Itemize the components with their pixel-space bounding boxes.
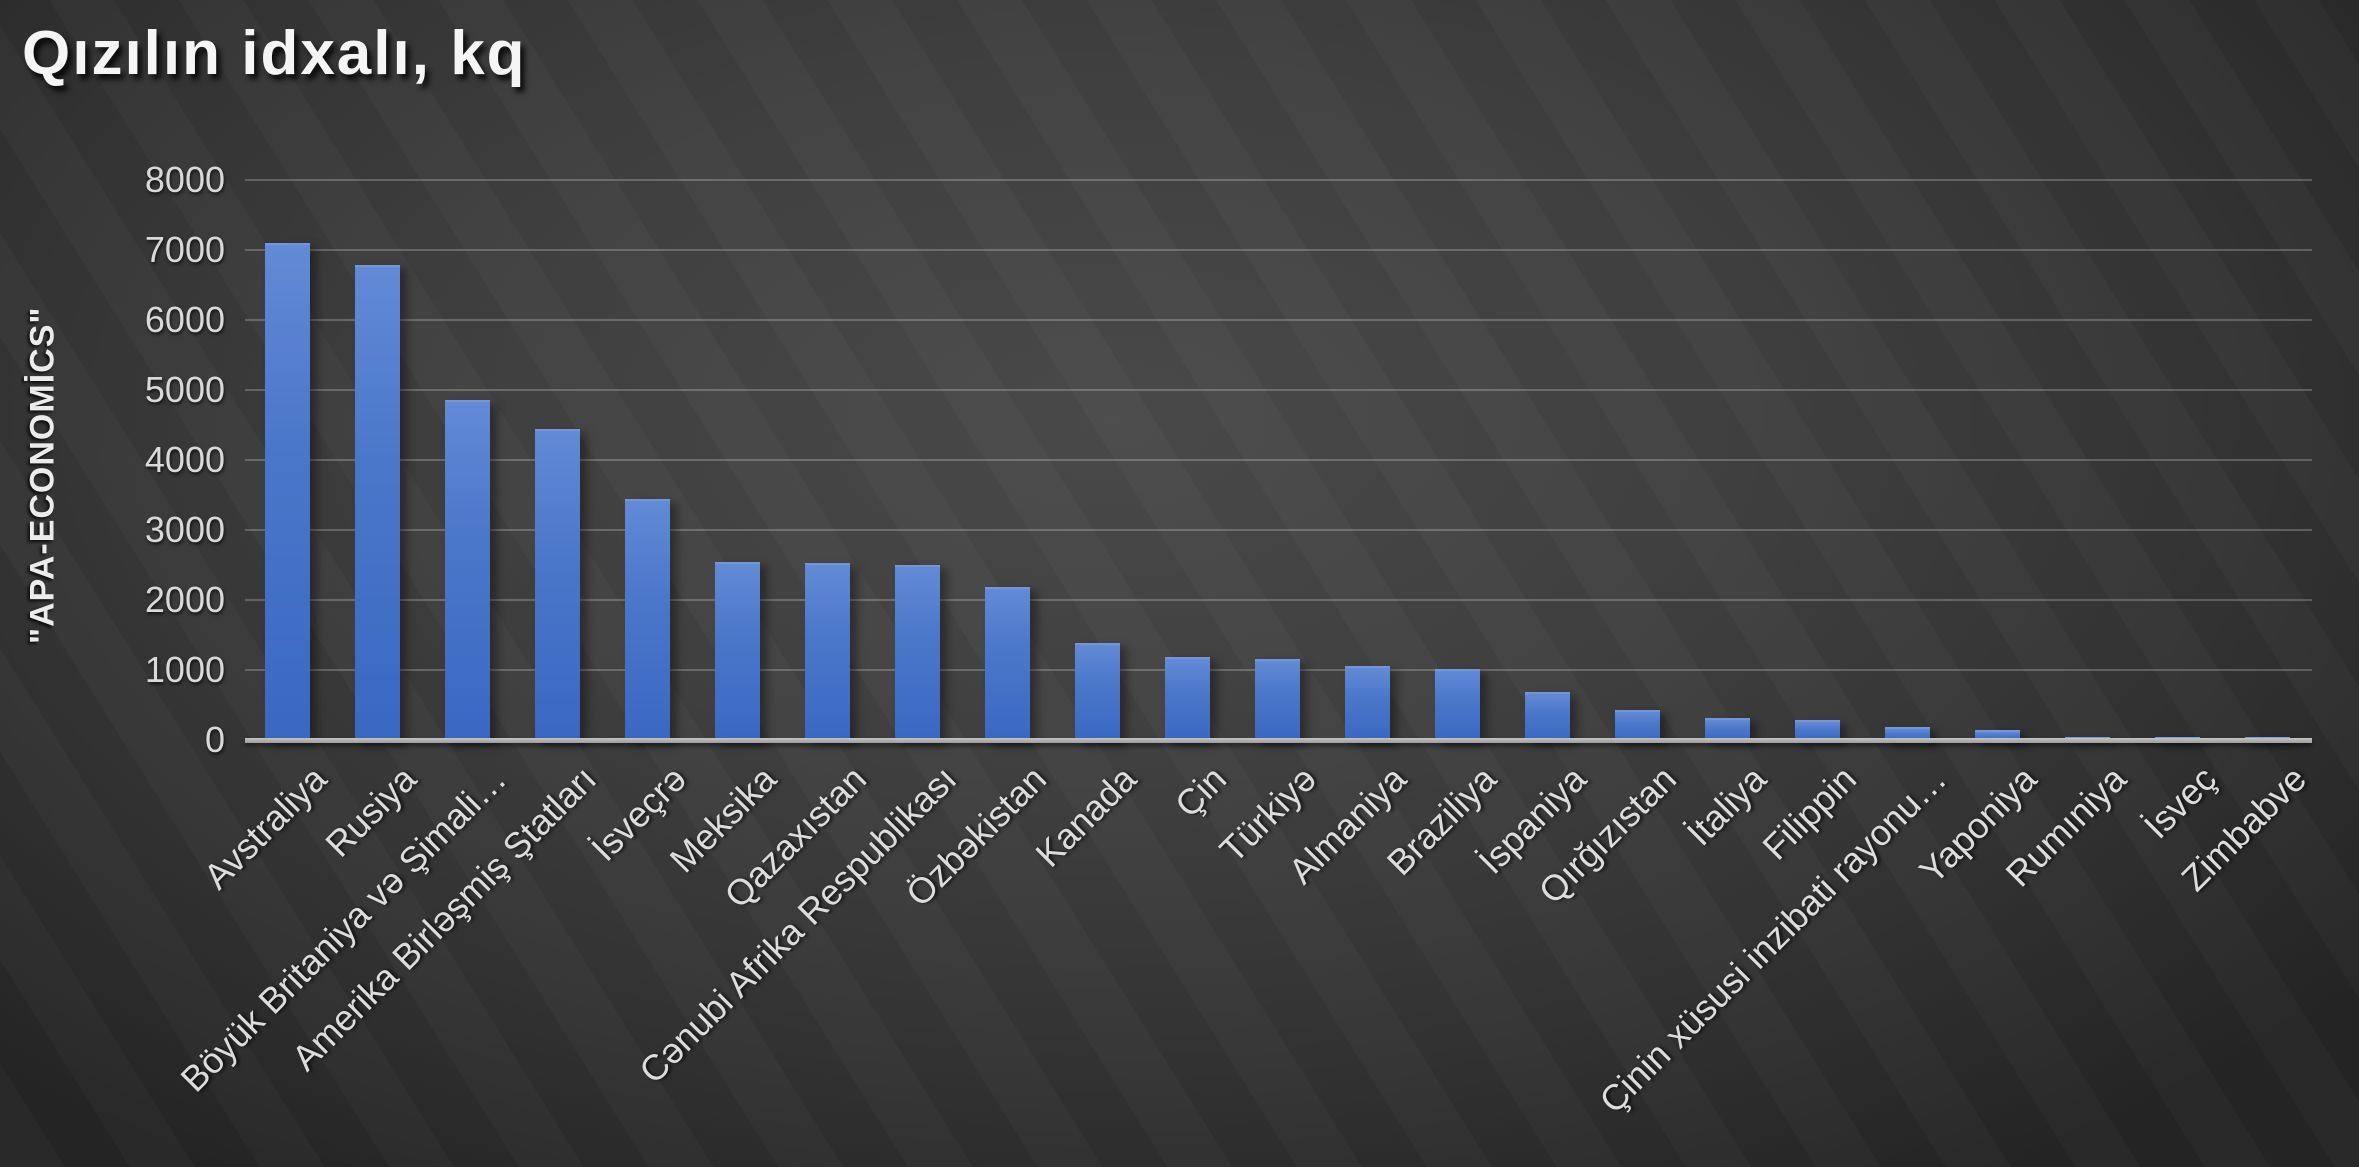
y-tick-label: 7000: [144, 229, 225, 270]
bar: [895, 565, 940, 742]
y-tick-label: 1000: [144, 649, 225, 690]
bar: [1435, 668, 1480, 742]
y-tick-label: 0: [204, 719, 225, 760]
bar: [715, 561, 760, 742]
gridline: [245, 599, 2312, 601]
bar: [1345, 665, 1390, 742]
bar: [445, 399, 490, 742]
y-tick-label: 2000: [144, 579, 225, 620]
bar: [1525, 692, 1570, 742]
y-tick-label: 5000: [144, 369, 225, 410]
bar: [1705, 718, 1750, 742]
y-tick-label: 6000: [144, 299, 225, 340]
gridline: [245, 389, 2312, 391]
bar: [805, 562, 850, 742]
gridline: [245, 249, 2312, 251]
bar: [985, 586, 1030, 742]
bar: [1975, 730, 2020, 742]
bar: [625, 499, 670, 742]
y-tick-label: 3000: [144, 509, 225, 550]
bar: [355, 265, 400, 742]
bar: [1075, 642, 1120, 742]
y-tick-label: 4000: [144, 439, 225, 480]
gridline: [245, 529, 2312, 531]
bar: [1795, 720, 1840, 742]
gridline: [245, 459, 2312, 461]
bar: [1255, 658, 1300, 742]
x-axis-line: [245, 738, 2312, 743]
bar: [265, 243, 310, 742]
bar: [1615, 709, 1660, 742]
gridline: [245, 179, 2312, 181]
chart-title: Qızılın idxalı, kq: [22, 19, 527, 88]
bar: [1165, 656, 1210, 742]
gridline: [245, 319, 2312, 321]
bar: [535, 428, 580, 742]
y-tick-label: 8000: [144, 159, 225, 200]
